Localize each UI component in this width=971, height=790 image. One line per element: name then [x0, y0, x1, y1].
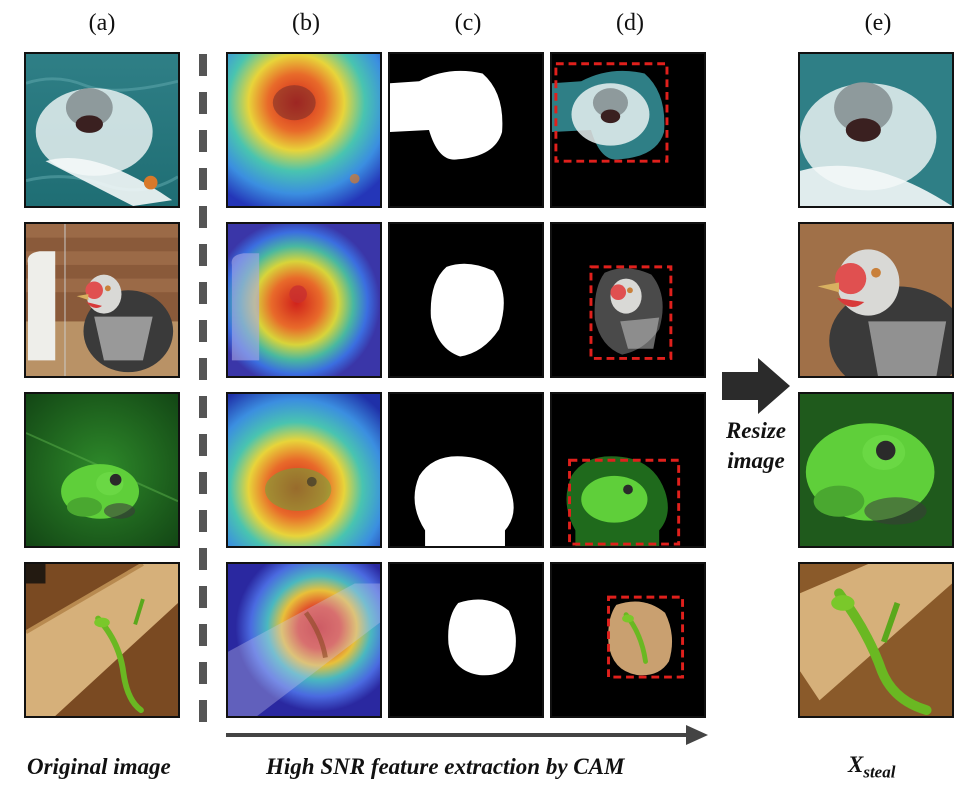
- resized-image-hen: [798, 222, 954, 378]
- resized-image-lizard: [798, 562, 954, 718]
- column-label-c: (c): [454, 10, 482, 36]
- original-image-hen: [24, 222, 180, 378]
- caption-feature-extraction: High SNR feature extraction by CAM: [266, 754, 625, 779]
- cam-heatmap-hen: [226, 222, 382, 378]
- cam-heatmap-frog: [226, 392, 382, 548]
- resize-label-line1: Resize: [725, 418, 787, 443]
- resize-arrow-icon: [722, 358, 790, 414]
- cam-heatmap-lizard: [226, 562, 382, 718]
- original-image-frog: [24, 392, 180, 548]
- caption-original-image: Original image: [27, 754, 171, 779]
- binary-mask-hen: [388, 222, 544, 378]
- resized-image-shark: [798, 52, 954, 208]
- column-label-b: (b): [292, 10, 320, 36]
- masked-crop-hen: [550, 222, 706, 378]
- binary-mask-frog: [388, 392, 544, 548]
- binary-mask-shark: [388, 52, 544, 208]
- masked-crop-lizard: [550, 562, 706, 718]
- column-label-e: (e): [864, 10, 892, 36]
- column-label-d: (d): [616, 10, 644, 36]
- column-label-a: (a): [88, 10, 116, 36]
- caption-x-steal: Xsteal: [848, 752, 895, 783]
- cam-heatmap-shark: [226, 52, 382, 208]
- caption-x-steal-main: X: [848, 752, 864, 777]
- resized-image-frog: [798, 392, 954, 548]
- resize-label-line2: image: [727, 448, 785, 473]
- masked-crop-frog: [550, 392, 706, 548]
- binary-mask-lizard: [388, 562, 544, 718]
- original-image-lizard: [24, 562, 180, 718]
- caption-x-steal-subscript: steal: [863, 762, 896, 782]
- masked-crop-shark: [550, 52, 706, 208]
- original-image-shark: [24, 52, 180, 208]
